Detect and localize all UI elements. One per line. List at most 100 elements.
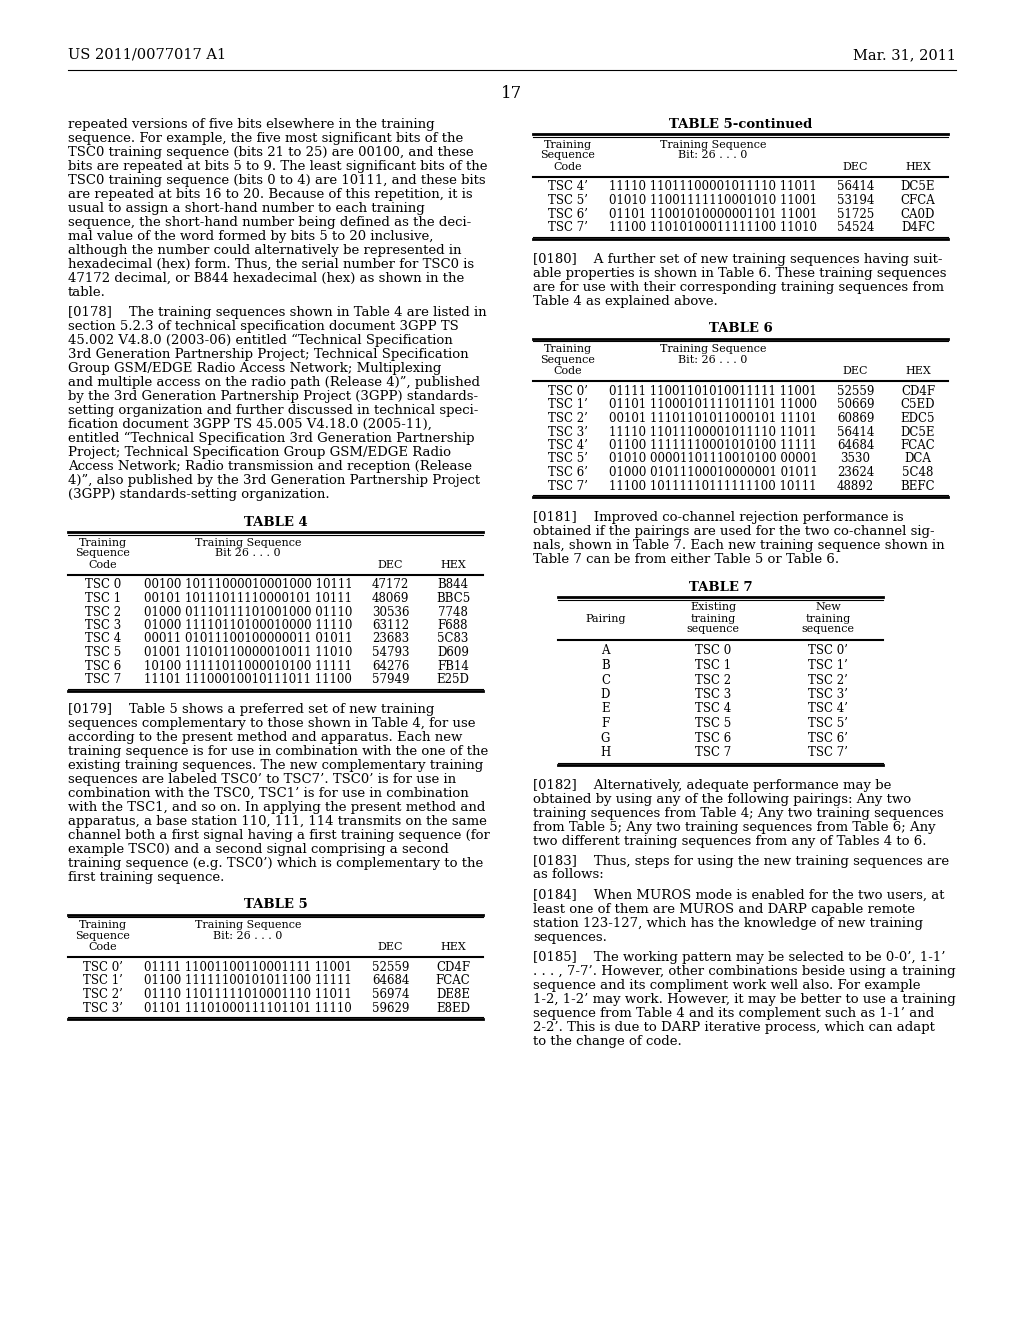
Text: setting organization and further discussed in technical speci-: setting organization and further discuss… bbox=[68, 404, 478, 417]
Text: with the TSC1, and so on. In applying the present method and: with the TSC1, and so on. In applying th… bbox=[68, 800, 485, 813]
Text: according to the present method and apparatus. Each new: according to the present method and appa… bbox=[68, 730, 463, 743]
Text: 01001 11010110000010011 11010: 01001 11010110000010011 11010 bbox=[143, 645, 352, 659]
Text: 01000 01011100010000001 01011: 01000 01011100010000001 01011 bbox=[608, 466, 817, 479]
Text: 01101 11101000111101101 11110: 01101 11101000111101101 11110 bbox=[144, 1002, 352, 1015]
Text: TSC 7’: TSC 7’ bbox=[548, 479, 588, 492]
Text: New: New bbox=[815, 602, 841, 612]
Text: 11101 11100010010111011 11100: 11101 11100010010111011 11100 bbox=[144, 673, 352, 686]
Text: Project; Technical Specification Group GSM/EDGE Radio: Project; Technical Specification Group G… bbox=[68, 446, 451, 459]
Text: 00101 11101101011000101 11101: 00101 11101101011000101 11101 bbox=[609, 412, 817, 425]
Text: 48892: 48892 bbox=[837, 479, 874, 492]
Text: 5C83: 5C83 bbox=[437, 632, 469, 645]
Text: sequences complementary to those shown in Table 4, for use: sequences complementary to those shown i… bbox=[68, 717, 475, 730]
Text: TSC 3: TSC 3 bbox=[85, 619, 121, 632]
Text: 47172: 47172 bbox=[372, 578, 410, 591]
Text: Code: Code bbox=[89, 942, 118, 952]
Text: channel both a first signal having a first training sequence (for: channel both a first signal having a fir… bbox=[68, 829, 489, 842]
Text: H: H bbox=[600, 746, 610, 759]
Text: Table 7 can be from either Table 5 or Table 6.: Table 7 can be from either Table 5 or Ta… bbox=[534, 553, 839, 566]
Text: TSC 7: TSC 7 bbox=[85, 673, 121, 686]
Text: [0183]    Thus, steps for using the new training sequences are: [0183] Thus, steps for using the new tra… bbox=[534, 854, 949, 867]
Text: 7748: 7748 bbox=[438, 606, 468, 619]
Text: CFCA: CFCA bbox=[901, 194, 935, 207]
Text: TSC 7’: TSC 7’ bbox=[548, 220, 588, 234]
Text: 5C48: 5C48 bbox=[902, 466, 934, 479]
Text: US 2011/0077017 A1: US 2011/0077017 A1 bbox=[68, 48, 226, 62]
Text: E: E bbox=[601, 702, 610, 715]
Text: 01000 11110110100010000 11110: 01000 11110110100010000 11110 bbox=[143, 619, 352, 632]
Text: E25D: E25D bbox=[436, 673, 469, 686]
Text: able properties is shown in Table 6. These training sequences: able properties is shown in Table 6. The… bbox=[534, 267, 946, 280]
Text: 47172 decimal, or B844 hexadecimal (hex) as shown in the: 47172 decimal, or B844 hexadecimal (hex)… bbox=[68, 272, 464, 285]
Text: combination with the TSC0, TSC1’ is for use in combination: combination with the TSC0, TSC1’ is for … bbox=[68, 787, 469, 800]
Text: 00101 10111011110000101 10111: 00101 10111011110000101 10111 bbox=[144, 591, 352, 605]
Text: 60869: 60869 bbox=[837, 412, 874, 425]
Text: from Table 5; Any two training sequences from Table 6; Any: from Table 5; Any two training sequences… bbox=[534, 821, 936, 833]
Text: entitled “Technical Specification 3rd Generation Partnership: entitled “Technical Specification 3rd Ge… bbox=[68, 432, 474, 445]
Text: 11110 11011100001011110 11011: 11110 11011100001011110 11011 bbox=[609, 181, 817, 194]
Text: repeated versions of five bits elsewhere in the training: repeated versions of five bits elsewhere… bbox=[68, 117, 434, 131]
Text: 11100 11010100011111100 11010: 11100 11010100011111100 11010 bbox=[609, 220, 817, 234]
Text: Access Network; Radio transmission and reception (Release: Access Network; Radio transmission and r… bbox=[68, 459, 472, 473]
Text: HEX: HEX bbox=[440, 560, 466, 569]
Text: TSC 1’: TSC 1’ bbox=[548, 399, 588, 412]
Text: table.: table. bbox=[68, 286, 105, 300]
Text: TSC 6: TSC 6 bbox=[695, 731, 731, 744]
Text: 52559: 52559 bbox=[372, 961, 410, 974]
Text: DE8E: DE8E bbox=[436, 987, 470, 1001]
Text: 56414: 56414 bbox=[837, 425, 874, 438]
Text: FCAC: FCAC bbox=[901, 440, 935, 451]
Text: 63112: 63112 bbox=[372, 619, 409, 632]
Text: TSC 5’: TSC 5’ bbox=[808, 717, 848, 730]
Text: 01110 11011111010001110 11011: 01110 11011111010001110 11011 bbox=[144, 987, 352, 1001]
Text: 00011 01011100100000011 01011: 00011 01011100100000011 01011 bbox=[143, 632, 352, 645]
Text: TSC 6: TSC 6 bbox=[85, 660, 121, 672]
Text: sequence. For example, the five most significant bits of the: sequence. For example, the five most sig… bbox=[68, 132, 463, 145]
Text: sequence and its compliment work well also. For example: sequence and its compliment work well al… bbox=[534, 978, 921, 991]
Text: example TSC0) and a second signal comprising a second: example TSC0) and a second signal compri… bbox=[68, 842, 449, 855]
Text: Existing: Existing bbox=[690, 602, 736, 612]
Text: 01000 01110111101001000 01110: 01000 01110111101001000 01110 bbox=[143, 606, 352, 619]
Text: Bit 26 . . . 0: Bit 26 . . . 0 bbox=[215, 549, 281, 558]
Text: least one of them are MUROS and DARP capable remote: least one of them are MUROS and DARP cap… bbox=[534, 903, 915, 916]
Text: F688: F688 bbox=[437, 619, 468, 632]
Text: 59629: 59629 bbox=[372, 1002, 410, 1015]
Text: 45.002 V4.8.0 (2003-06) entitled “Technical Specification: 45.002 V4.8.0 (2003-06) entitled “Techni… bbox=[68, 334, 453, 347]
Text: TSC 0’: TSC 0’ bbox=[548, 385, 588, 399]
Text: [0184]    When MUROS mode is enabled for the two users, at: [0184] When MUROS mode is enabled for th… bbox=[534, 888, 944, 902]
Text: training sequences from Table 4; Any two training sequences: training sequences from Table 4; Any two… bbox=[534, 807, 944, 820]
Text: F: F bbox=[601, 717, 609, 730]
Text: HEX: HEX bbox=[905, 366, 931, 376]
Text: 01111 11001101010011111 11001: 01111 11001101010011111 11001 bbox=[609, 385, 817, 399]
Text: BEFC: BEFC bbox=[901, 479, 935, 492]
Text: TSC 0’: TSC 0’ bbox=[83, 961, 123, 974]
Text: A: A bbox=[601, 644, 609, 657]
Text: station 123-127, which has the knowledge of new training: station 123-127, which has the knowledge… bbox=[534, 916, 923, 929]
Text: DEC: DEC bbox=[378, 560, 403, 569]
Text: TSC 5: TSC 5 bbox=[85, 645, 121, 659]
Text: 01101 11000101111011101 11000: 01101 11000101111011101 11000 bbox=[609, 399, 817, 412]
Text: hexadecimal (hex) form. Thus, the serial number for TSC0 is: hexadecimal (hex) form. Thus, the serial… bbox=[68, 257, 474, 271]
Text: 1-2, 1-2’ may work. However, it may be better to use a training: 1-2, 1-2’ may work. However, it may be b… bbox=[534, 993, 955, 1006]
Text: 64684: 64684 bbox=[837, 440, 874, 451]
Text: Code: Code bbox=[554, 161, 583, 172]
Text: 01010 00001101110010100 00001: 01010 00001101110010100 00001 bbox=[608, 453, 817, 466]
Text: 01111 11001100110001111 11001: 01111 11001100110001111 11001 bbox=[144, 961, 352, 974]
Text: Training: Training bbox=[544, 140, 592, 149]
Text: [0179]    Table 5 shows a preferred set of new training: [0179] Table 5 shows a preferred set of … bbox=[68, 702, 434, 715]
Text: 01100 11111110001010100 11111: 01100 11111110001010100 11111 bbox=[609, 440, 817, 451]
Text: usual to assign a short-hand number to each training: usual to assign a short-hand number to e… bbox=[68, 202, 425, 215]
Text: 48069: 48069 bbox=[372, 591, 410, 605]
Text: TSC 1’: TSC 1’ bbox=[83, 974, 123, 987]
Text: Bit: 26 . . . 0: Bit: 26 . . . 0 bbox=[213, 931, 283, 941]
Text: [0182]    Alternatively, adequate performance may be: [0182] Alternatively, adequate performan… bbox=[534, 779, 891, 792]
Text: TABLE 7: TABLE 7 bbox=[689, 581, 753, 594]
Text: Code: Code bbox=[554, 366, 583, 376]
Text: TSC 2’: TSC 2’ bbox=[83, 987, 123, 1001]
Text: TSC 2: TSC 2 bbox=[85, 606, 121, 619]
Text: sequences.: sequences. bbox=[534, 931, 607, 944]
Text: TABLE 6: TABLE 6 bbox=[709, 322, 772, 335]
Text: CD4F: CD4F bbox=[901, 385, 935, 399]
Text: [0185]    The working pattern may be selected to be 0-0’, 1-1’: [0185] The working pattern may be select… bbox=[534, 950, 945, 964]
Text: 01010 11001111110001010 11001: 01010 11001111110001010 11001 bbox=[609, 194, 817, 207]
